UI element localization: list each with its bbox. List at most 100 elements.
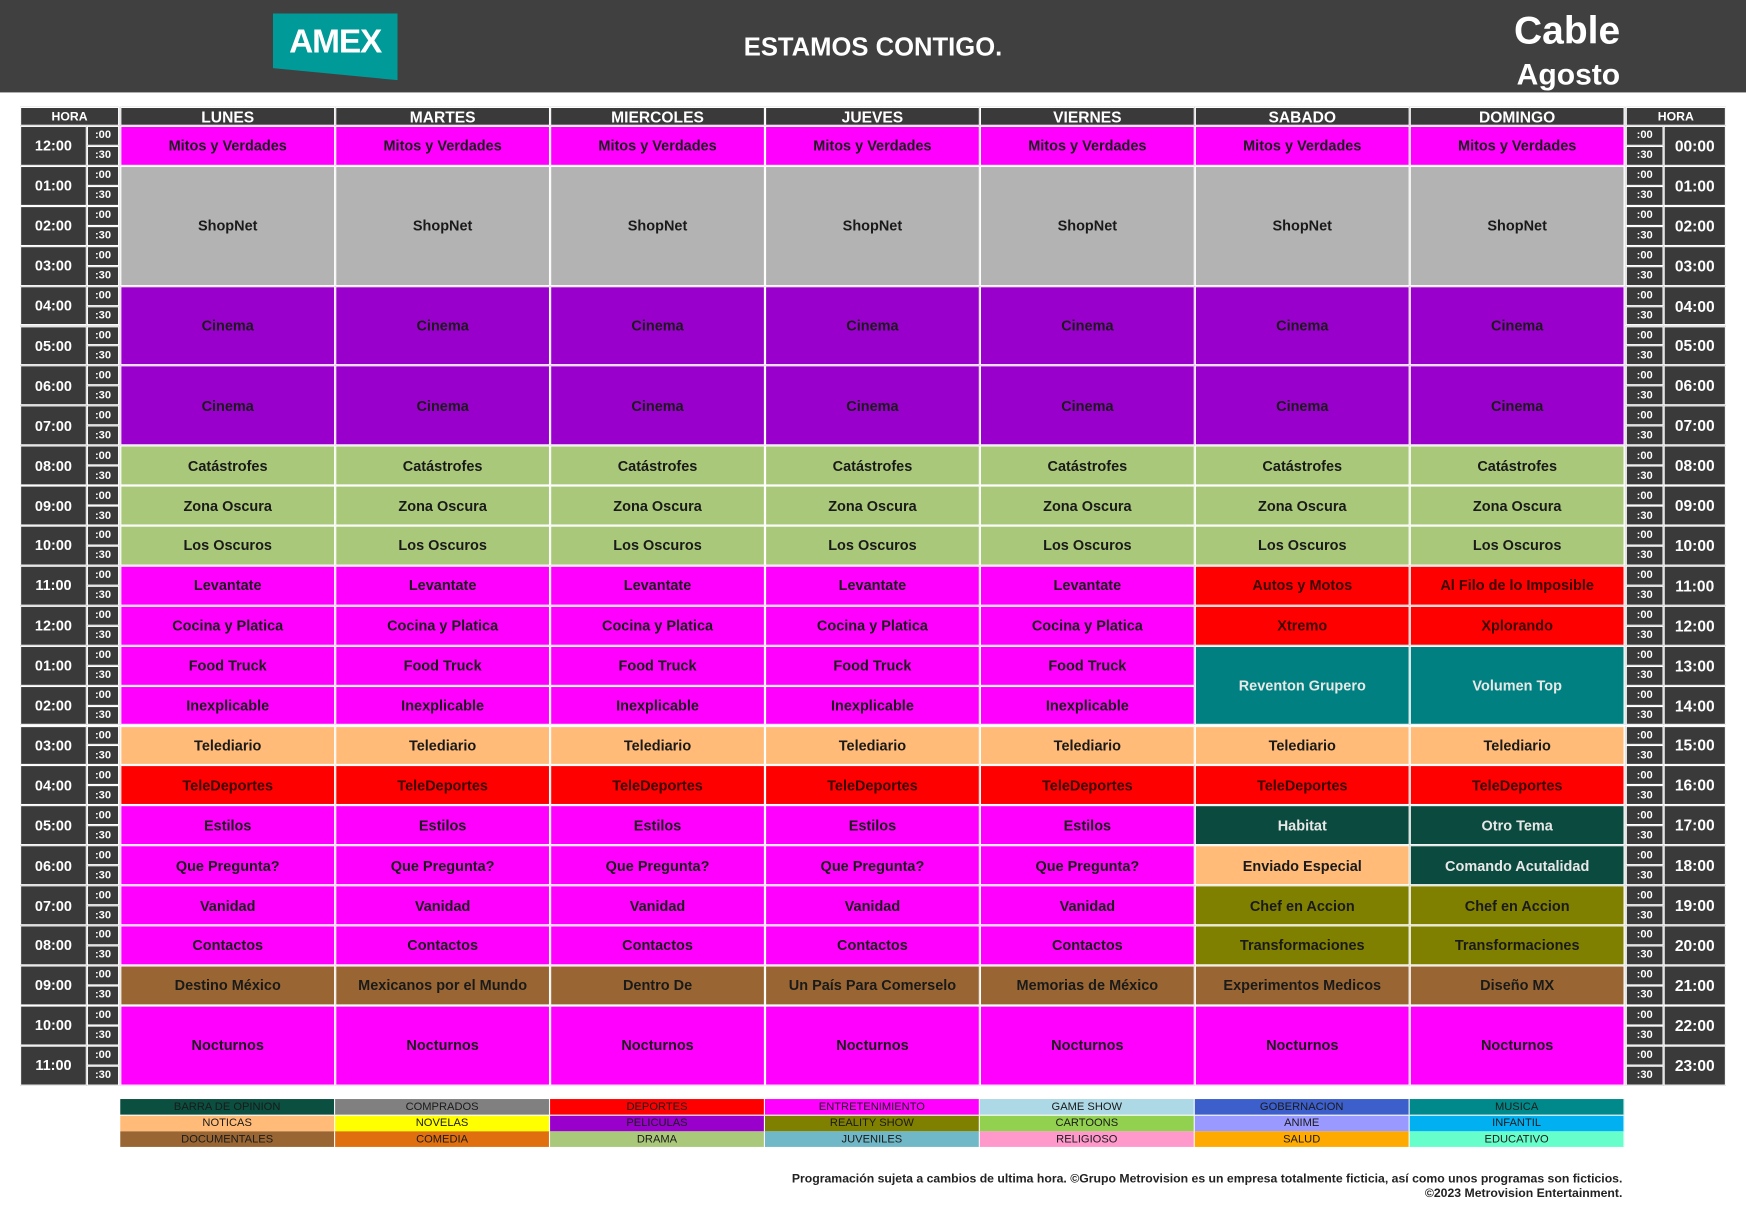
- minute-label: :00: [1625, 725, 1664, 746]
- program: Inexplicable: [120, 685, 336, 726]
- program: Catástrofes: [764, 445, 980, 486]
- minute-label: :30: [86, 385, 120, 406]
- minute-label: :30: [1625, 265, 1664, 286]
- minute-label: :30: [1625, 225, 1664, 246]
- minute-label: :30: [1625, 585, 1664, 606]
- program: ShopNet: [550, 165, 765, 286]
- minute-label: :00: [86, 245, 120, 266]
- program: ShopNet: [120, 165, 336, 286]
- program: Al Filo de lo Imposible: [1409, 565, 1625, 606]
- legend-item: NOTICAS: [120, 1115, 336, 1131]
- hour-label: 22:00: [1663, 1005, 1726, 1046]
- minute-label: :00: [86, 365, 120, 386]
- hour-label: 11:00: [20, 1045, 87, 1086]
- program: Autos y Motos: [1194, 565, 1410, 606]
- minute-label: :00: [86, 645, 120, 666]
- program: Telediario: [335, 725, 551, 766]
- program: Reventon Grupero: [1194, 645, 1410, 726]
- program: Contactos: [550, 925, 765, 966]
- program: Vanidad: [120, 885, 336, 926]
- minute-label: :00: [1625, 645, 1664, 666]
- hour-header: HORA: [1625, 106, 1726, 126]
- minute-label: :00: [1625, 525, 1664, 546]
- program: Levantate: [764, 565, 980, 606]
- program: Levantate: [550, 565, 765, 606]
- hour-label: 10:00: [1663, 525, 1726, 566]
- program: Cinema: [550, 365, 765, 446]
- program: Zona Oscura: [335, 485, 551, 526]
- day-header: MARTES: [335, 106, 551, 126]
- day-header: DOMINGO: [1409, 106, 1625, 126]
- legend-item: INFANTIL: [1409, 1115, 1625, 1131]
- hour-label: 00:00: [1663, 125, 1726, 166]
- program: Un País Para Comerselo: [764, 965, 980, 1006]
- program: ShopNet: [335, 165, 551, 286]
- program: Mexicanos por el Mundo: [335, 965, 551, 1006]
- day-header: SABADO: [1194, 106, 1410, 126]
- program: Telediario: [550, 725, 765, 766]
- minute-label: :00: [1625, 285, 1664, 306]
- program: Contactos: [764, 925, 980, 966]
- program: Catástrofes: [120, 445, 336, 486]
- program: Zona Oscura: [550, 485, 765, 526]
- minute-label: :00: [86, 325, 120, 346]
- program: Los Oscuros: [120, 525, 336, 566]
- program: Estilos: [335, 805, 551, 846]
- program: Cinema: [335, 285, 551, 366]
- minute-label: :00: [1625, 565, 1664, 586]
- program: Telediario: [120, 725, 336, 766]
- program: Zona Oscura: [764, 485, 980, 526]
- program: Cinema: [764, 365, 980, 446]
- program: Inexplicable: [764, 685, 980, 726]
- minute-label: :00: [86, 805, 120, 826]
- program: Food Truck: [764, 645, 980, 686]
- minute-label: :00: [86, 125, 120, 146]
- minute-label: :30: [86, 705, 120, 726]
- program: Nocturnos: [335, 1005, 551, 1086]
- legend-item: CARTOONS: [979, 1115, 1195, 1131]
- minute-label: :00: [86, 565, 120, 586]
- program: Chef en Accion: [1409, 885, 1625, 926]
- minute-label: :30: [86, 865, 120, 886]
- minute-label: :30: [86, 665, 120, 686]
- legend-item: DOCUMENTALES: [120, 1131, 336, 1147]
- program: Nocturnos: [550, 1005, 765, 1086]
- minute-label: :30: [86, 545, 120, 566]
- legend-item: JUVENILES: [764, 1131, 980, 1147]
- program: Zona Oscura: [1194, 485, 1410, 526]
- minute-label: :30: [1625, 1065, 1664, 1086]
- minute-label: :00: [86, 845, 120, 866]
- program: Mitos y Verdades: [1409, 125, 1625, 166]
- hour-label: 09:00: [20, 965, 87, 1006]
- program: Nocturnos: [1409, 1005, 1625, 1086]
- minute-label: :30: [86, 625, 120, 646]
- program: ShopNet: [764, 165, 980, 286]
- day-header: LUNES: [120, 106, 336, 126]
- minute-label: :00: [1625, 605, 1664, 626]
- hour-label: 06:00: [20, 365, 87, 406]
- hour-label: 01:00: [20, 165, 87, 206]
- program: Xtremo: [1194, 605, 1410, 646]
- minute-label: :00: [1625, 885, 1664, 906]
- program: Memorias de México: [979, 965, 1195, 1006]
- hour-label: 04:00: [20, 285, 87, 326]
- program: Cinema: [1194, 285, 1410, 366]
- minute-label: :00: [86, 605, 120, 626]
- program: Catástrofes: [1194, 445, 1410, 486]
- logo: AMEX: [272, 13, 398, 81]
- minute-label: :00: [1625, 245, 1664, 266]
- hour-label: 01:00: [20, 645, 87, 686]
- program: TeleDeportes: [1194, 765, 1410, 806]
- program: Destino México: [120, 965, 336, 1006]
- program: Cinema: [120, 285, 336, 366]
- program: Catástrofes: [1409, 445, 1625, 486]
- program: TeleDeportes: [764, 765, 980, 806]
- legend-item: DEPORTES: [550, 1099, 765, 1115]
- minute-label: :30: [1625, 465, 1664, 486]
- program: Levantate: [335, 565, 551, 606]
- program: Mitos y Verdades: [335, 125, 551, 166]
- minute-label: :30: [1625, 505, 1664, 526]
- minute-label: :30: [1625, 305, 1664, 326]
- program: Otro Tema: [1409, 805, 1625, 846]
